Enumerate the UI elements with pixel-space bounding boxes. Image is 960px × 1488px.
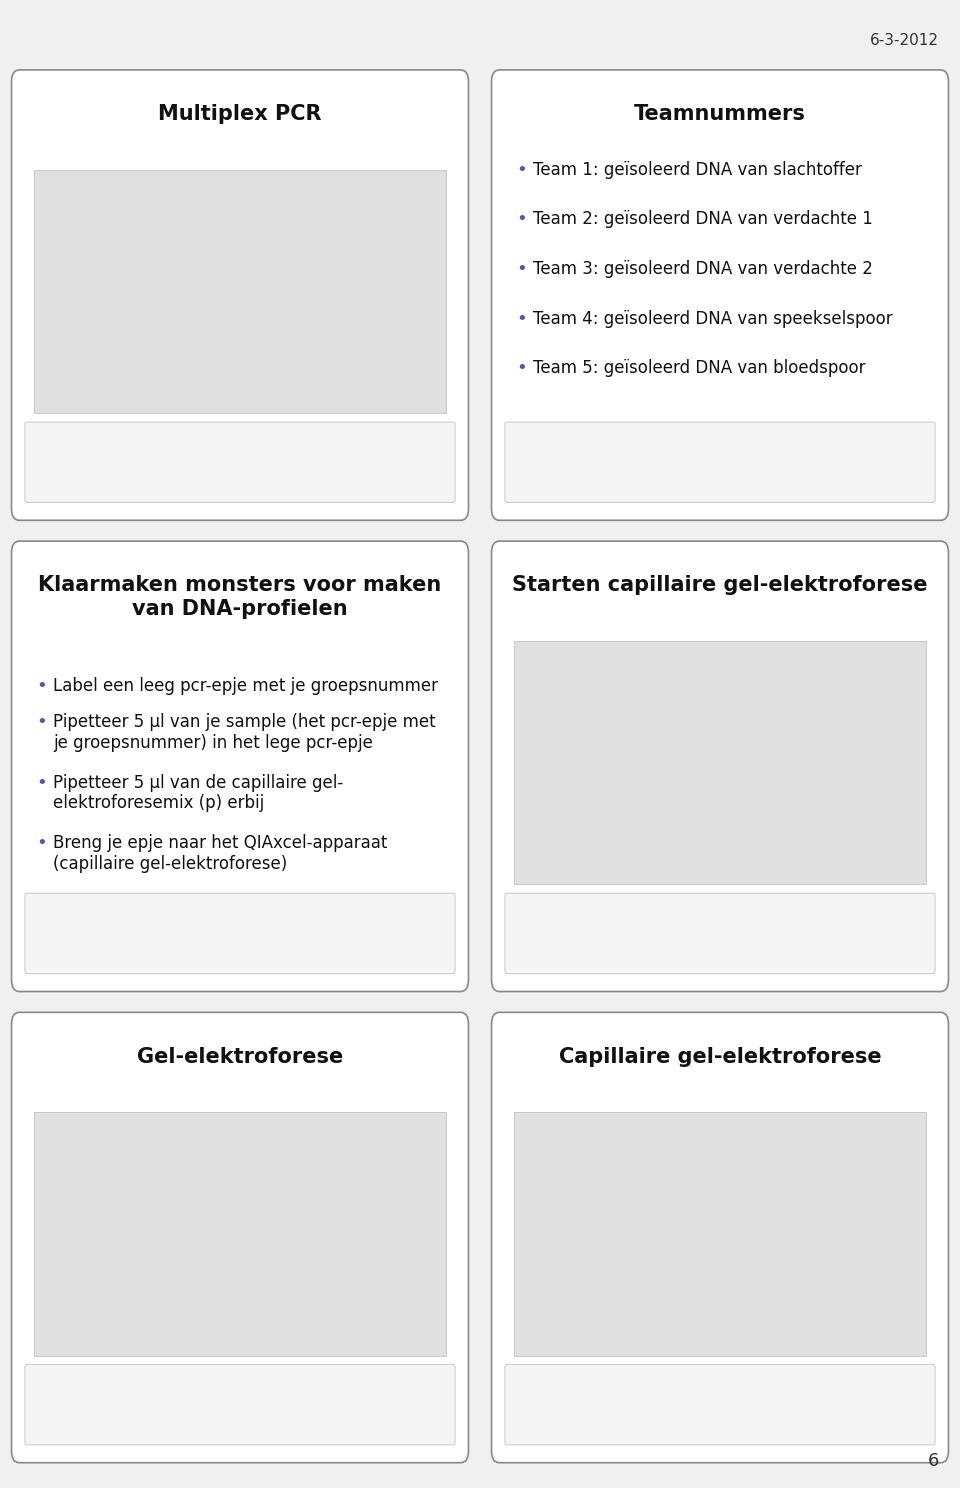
Text: 6-3-2012: 6-3-2012	[870, 33, 939, 48]
Text: Starten capillaire gel-elektroforese: Starten capillaire gel-elektroforese	[513, 576, 927, 595]
Text: Klaarmaken monsters voor maken
van DNA-profielen: Klaarmaken monsters voor maken van DNA-p…	[38, 576, 442, 619]
Text: •: •	[36, 677, 47, 695]
Text: •: •	[516, 161, 527, 179]
Text: Team 1: geïsoleerd DNA van slachtoffer: Team 1: geïsoleerd DNA van slachtoffer	[533, 161, 862, 179]
Text: Capillaire gel-elektroforese: Capillaire gel-elektroforese	[559, 1046, 881, 1067]
FancyBboxPatch shape	[492, 542, 948, 991]
Text: Pipetteer 5 μl van de capillaire gel-
elektroforesemix (p) erbij: Pipetteer 5 μl van de capillaire gel- el…	[53, 774, 343, 812]
Text: •: •	[516, 260, 527, 278]
Text: Team 4: geïsoleerd DNA van speekselspoor: Team 4: geïsoleerd DNA van speekselspoor	[533, 310, 893, 327]
Text: •: •	[516, 210, 527, 228]
FancyBboxPatch shape	[505, 423, 935, 503]
FancyBboxPatch shape	[25, 893, 455, 973]
Text: 6: 6	[927, 1452, 939, 1470]
FancyBboxPatch shape	[12, 1012, 468, 1463]
FancyBboxPatch shape	[492, 70, 948, 521]
Text: •: •	[36, 774, 47, 792]
Text: Teamnummers: Teamnummers	[634, 104, 806, 124]
Text: •: •	[516, 310, 527, 327]
Text: •: •	[36, 835, 47, 853]
FancyBboxPatch shape	[505, 893, 935, 973]
Text: •: •	[516, 359, 527, 376]
FancyBboxPatch shape	[34, 170, 446, 414]
Text: Team 5: geïsoleerd DNA van bloedspoor: Team 5: geïsoleerd DNA van bloedspoor	[533, 359, 865, 376]
FancyBboxPatch shape	[12, 542, 468, 991]
Text: Pipetteer 5 μl van je sample (het pcr-epje met
je groepsnummer) in het lege pcr-: Pipetteer 5 μl van je sample (het pcr-ep…	[53, 713, 436, 751]
Text: Team 3: geïsoleerd DNA van verdachte 2: Team 3: geïsoleerd DNA van verdachte 2	[533, 260, 873, 278]
FancyBboxPatch shape	[514, 641, 926, 884]
Text: Multiplex PCR: Multiplex PCR	[158, 104, 322, 124]
FancyBboxPatch shape	[25, 1364, 455, 1445]
Text: Team 2: geïsoleerd DNA van verdachte 1: Team 2: geïsoleerd DNA van verdachte 1	[533, 210, 873, 228]
FancyBboxPatch shape	[25, 423, 455, 503]
FancyBboxPatch shape	[505, 1364, 935, 1445]
Text: •: •	[36, 713, 47, 731]
Text: Label een leeg pcr-epje met je groepsnummer: Label een leeg pcr-epje met je groepsnum…	[53, 677, 438, 695]
FancyBboxPatch shape	[492, 1012, 948, 1463]
Text: Breng je epje naar het QIAxcel-apparaat
(capillaire gel-elektroforese): Breng je epje naar het QIAxcel-apparaat …	[53, 835, 387, 873]
FancyBboxPatch shape	[34, 1112, 446, 1356]
FancyBboxPatch shape	[12, 70, 468, 521]
FancyBboxPatch shape	[514, 1112, 926, 1356]
Text: Gel-elektroforese: Gel-elektroforese	[137, 1046, 343, 1067]
